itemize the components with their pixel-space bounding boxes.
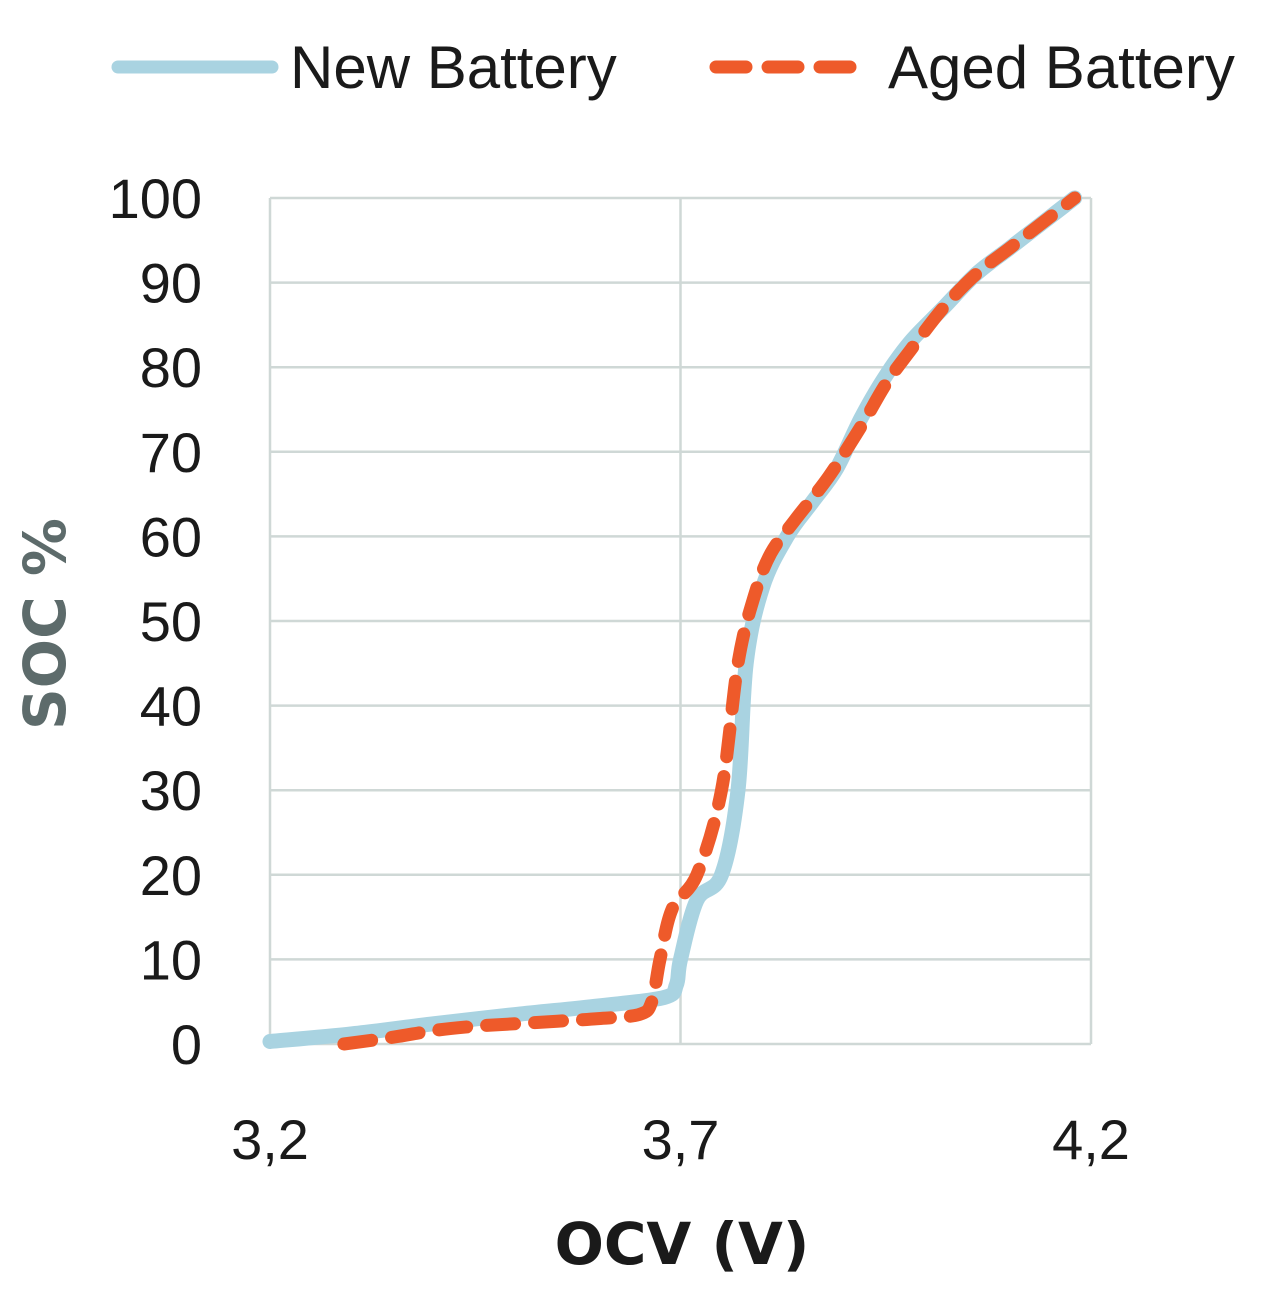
y-tick-label: 70 xyxy=(140,421,202,484)
y-tick-label: 80 xyxy=(140,336,202,399)
grid xyxy=(268,196,1093,1046)
y-tick-label: 0 xyxy=(171,1013,202,1076)
y-tick-label: 20 xyxy=(140,844,202,907)
y-tick-label: 60 xyxy=(140,505,202,568)
y-axis-title: SOC % xyxy=(11,518,79,730)
y-tick-label: 90 xyxy=(140,252,202,315)
y-tick-label: 100 xyxy=(109,167,202,230)
legend-label: New Battery xyxy=(290,34,617,101)
y-tick-label: 50 xyxy=(140,590,202,653)
y-tick-label: 10 xyxy=(140,928,202,991)
y-tick-label: 30 xyxy=(140,759,202,822)
legend: New Battery Aged Battery xyxy=(111,34,1235,101)
x-tick-label: 3,2 xyxy=(231,1108,309,1171)
x-tick-label: 4,2 xyxy=(1052,1108,1130,1171)
x-axis-ticks: 3,2 3,7 4,2 xyxy=(231,1108,1130,1171)
y-axis-ticks: 0 10 20 30 40 50 60 70 80 90 100 xyxy=(109,167,202,1076)
x-tick-label: 3,7 xyxy=(642,1108,720,1171)
series-line-aged-battery xyxy=(337,191,1082,1051)
x-axis-title: OCV (V) xyxy=(555,1210,810,1278)
legend-label: Aged Battery xyxy=(888,34,1235,101)
y-tick-label: 40 xyxy=(140,675,202,738)
series-layer xyxy=(262,190,1083,1051)
